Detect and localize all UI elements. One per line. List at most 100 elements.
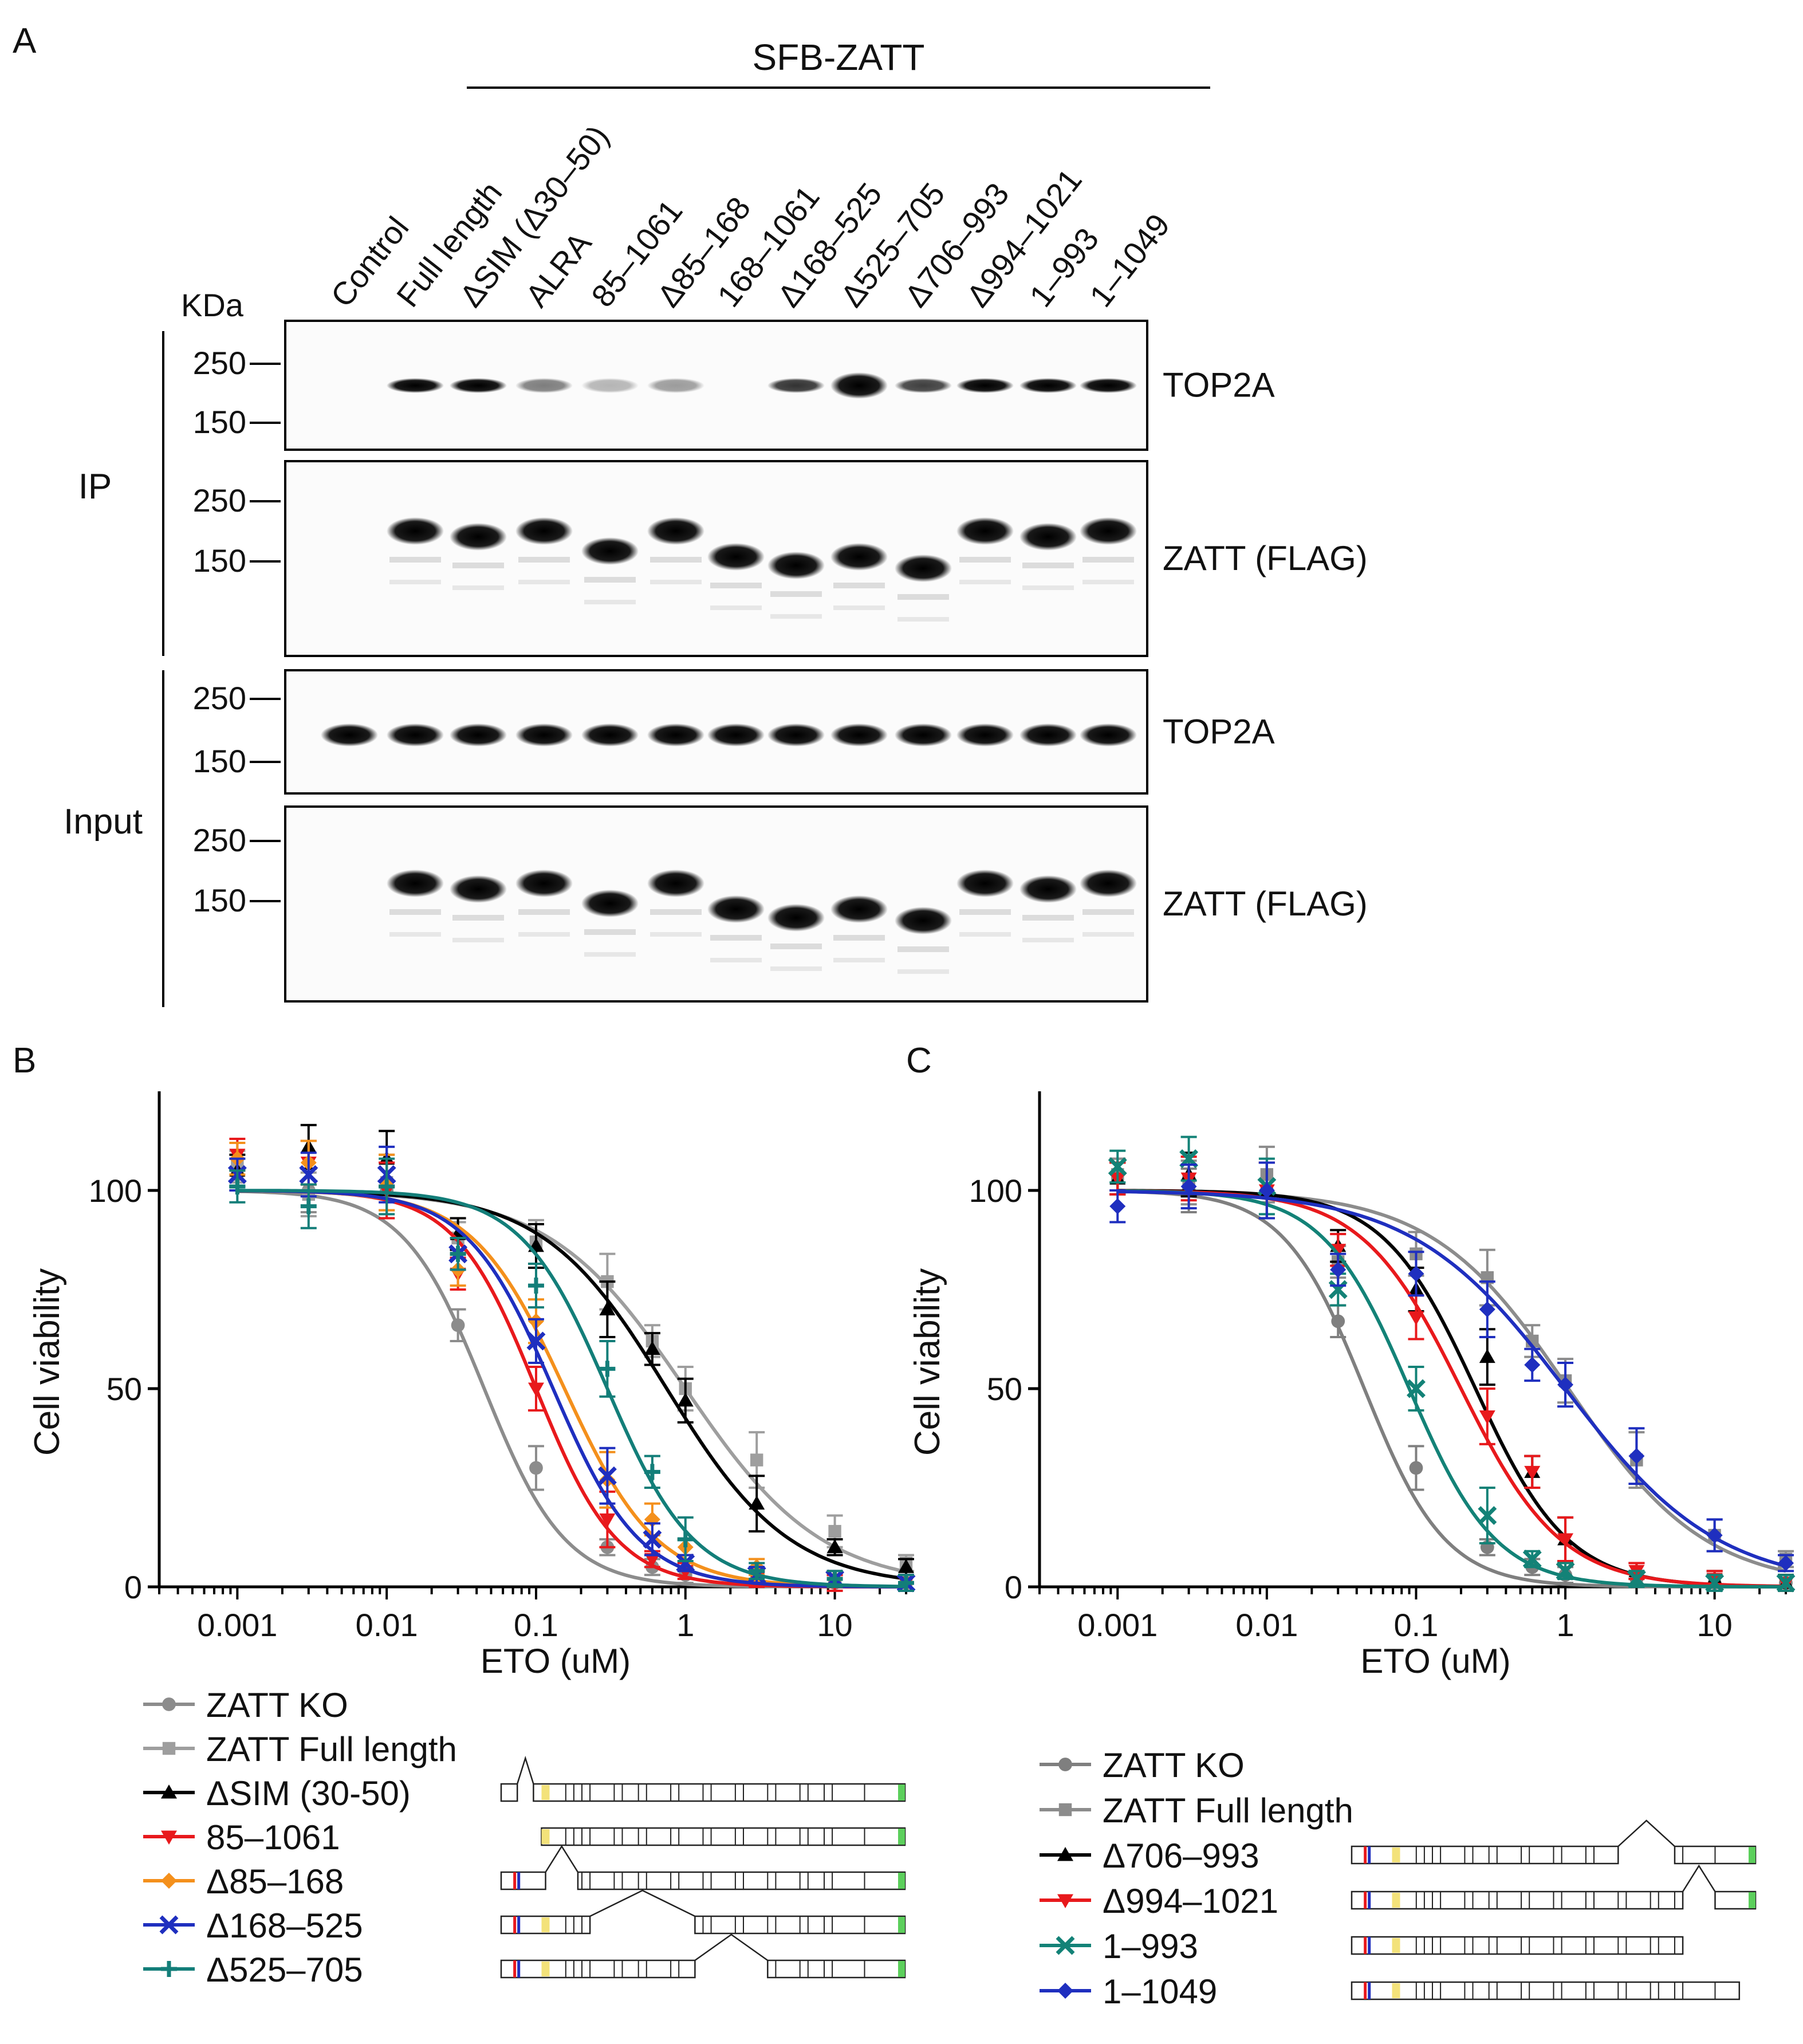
- blot-band: [450, 523, 507, 551]
- green-domain: [898, 1961, 905, 1977]
- chart-c: 0 50 100 0.001 0.01 0.1 1 10 ETO (uM) Cell viabil…: [908, 1091, 1796, 1680]
- blot-band: [830, 895, 888, 923]
- schematic-segment: [541, 1827, 906, 1846]
- green-domain: [1749, 1892, 1755, 1908]
- domain-schematic: [500, 1933, 906, 1979]
- legend-item-zatt-ko: ZATT KO: [1040, 1746, 1245, 1784]
- yellow-domain: [541, 1962, 550, 1976]
- mw-marker-label: 250: [193, 345, 246, 381]
- data-point: [300, 1198, 317, 1214]
- sim-motif: [517, 1872, 521, 1889]
- blot-band: [387, 870, 444, 897]
- x-tick-label: 0.01: [1235, 1607, 1298, 1643]
- blot-faint-band: [710, 583, 762, 588]
- blot-band: [767, 552, 825, 579]
- fit-curve: [1117, 1189, 1786, 1573]
- input-label: Input: [64, 802, 143, 842]
- y-tick-label: 100: [969, 1173, 1022, 1209]
- fit-curve: [237, 1189, 907, 1581]
- data-point: [1408, 1311, 1424, 1326]
- panel-label-c: C: [906, 1041, 932, 1080]
- panel-c: C 0 50 100 0.001 0.01 0.1 1 10 ETO (uM) Cell viab…: [906, 1041, 1796, 2011]
- mw-marker-label: 150: [193, 882, 246, 918]
- schematic-segment: [1351, 1890, 1684, 1910]
- construct-group-label: SFB-ZATT: [753, 37, 925, 78]
- blot-faint-band: [452, 563, 504, 568]
- data-point: [644, 1341, 660, 1355]
- schematic-segment: [767, 1959, 906, 1979]
- blot-faint-band: [452, 938, 504, 942]
- data-point: [379, 1178, 395, 1195]
- domain-schematic: [500, 1889, 906, 1935]
- blot-faint-band: [452, 585, 504, 590]
- domain-schematic: [1351, 1864, 1757, 1910]
- blot-band: [515, 378, 573, 393]
- legend-marker: [1057, 1983, 1073, 1999]
- blot-faint-band: [1082, 557, 1134, 563]
- schematic-segment: [1351, 1845, 1619, 1865]
- blot-faint-band: [389, 557, 441, 563]
- x-tick-label: 0.001: [197, 1607, 277, 1643]
- deletion-chevron: [1617, 1819, 1675, 1847]
- blot-faint-band: [770, 591, 822, 597]
- blot-band: [895, 724, 952, 746]
- blot-input-zatt: 250 150 ZATT (FLAG): [193, 805, 1368, 1003]
- blot-band: [1080, 517, 1137, 545]
- legend-marker: [162, 1742, 176, 1755]
- domain-schematic: [1351, 1819, 1757, 1865]
- series-zatt-ko: [229, 1157, 914, 1592]
- data-point: [1522, 1550, 1542, 1569]
- blot-band: [830, 372, 888, 399]
- schematic-segment: [533, 1783, 906, 1802]
- legend-item-706-993: Δ706–993: [1040, 1819, 1757, 1875]
- data-point: [527, 1278, 544, 1294]
- mw-marker-label: 250: [193, 680, 246, 716]
- blot-band: [895, 378, 952, 393]
- series-zatt-ko: [1109, 1157, 1794, 1592]
- blot-faint-band: [650, 580, 702, 584]
- x-tick-label: 10: [1697, 1607, 1733, 1643]
- blot-faint-band: [584, 929, 636, 935]
- sim-motif: [517, 1916, 521, 1933]
- sim-motif: [513, 1872, 517, 1889]
- legend-marker: [1058, 1758, 1072, 1771]
- series-zatt-full-length: [1109, 1145, 1794, 1573]
- data-point: [749, 1495, 765, 1510]
- blot-target-label: ZATT (FLAG): [1163, 885, 1368, 923]
- y-axis-label: Cell viability: [908, 1268, 947, 1456]
- blot-faint-band: [897, 946, 949, 952]
- data-point: [451, 1318, 465, 1332]
- mw-marker-label: 150: [193, 543, 246, 579]
- series-85-168: [229, 1139, 914, 1592]
- blot-faint-band: [959, 557, 1011, 563]
- blot-faint-band: [650, 909, 702, 915]
- blot-faint-band: [1082, 932, 1134, 937]
- mw-marker-label: 250: [193, 822, 246, 858]
- domain-schematic: [541, 1827, 906, 1846]
- blot-band: [1080, 378, 1137, 393]
- data-point: [527, 1382, 544, 1397]
- legend-marker: [161, 1873, 177, 1889]
- blot-band: [1019, 875, 1077, 903]
- data-point: [898, 1559, 914, 1573]
- data-point: [599, 1361, 616, 1377]
- x-tick-label: 0.01: [356, 1607, 418, 1643]
- legend-marker: [161, 1784, 177, 1799]
- data-point: [1627, 1569, 1646, 1589]
- schematic-segment: [577, 1871, 906, 1890]
- blot-faint-band: [833, 583, 885, 588]
- sim-motif: [1368, 1892, 1371, 1909]
- blot-band: [830, 543, 888, 571]
- ip-label: IP: [78, 467, 112, 506]
- blot-faint-band: [518, 909, 570, 915]
- yellow-domain: [541, 1917, 550, 1932]
- legend-marker: [1057, 1894, 1073, 1908]
- lane-label: 1–1049: [1082, 207, 1177, 313]
- legend-item-zatt-full-length: ZATT Full length: [1040, 1791, 1353, 1830]
- data-point: [644, 1553, 660, 1567]
- sim-motif: [1368, 1982, 1371, 1999]
- legend-item-zatt-ko: ZATT KO: [143, 1686, 348, 1724]
